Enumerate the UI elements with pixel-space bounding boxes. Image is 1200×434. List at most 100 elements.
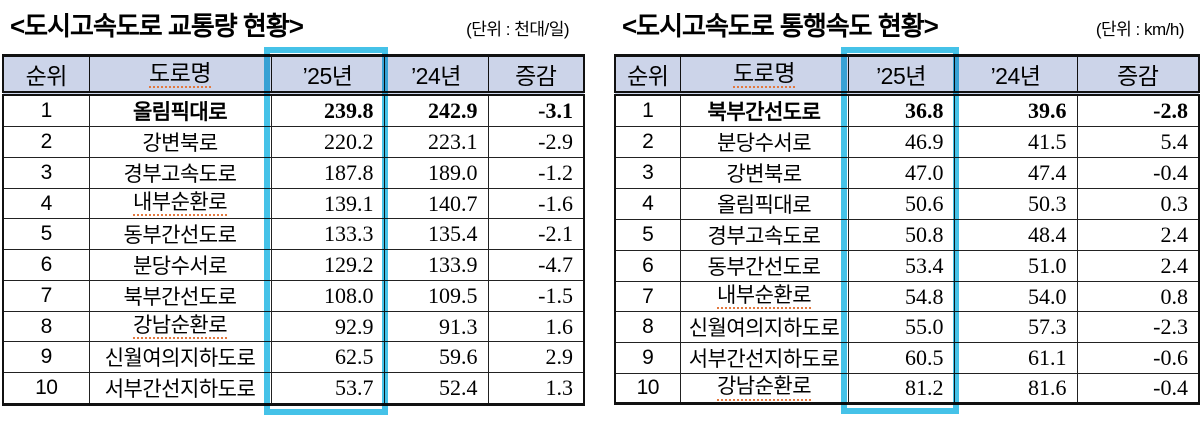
value-2024-cell: 52.4 xyxy=(383,372,489,405)
value-2024-cell: 223.1 xyxy=(383,126,489,158)
diff-cell: -1.5 xyxy=(487,280,585,312)
rank-cell: 4 xyxy=(2,188,90,219)
rank-cell: 2 xyxy=(2,126,90,158)
diff-cell: -0.4 xyxy=(1076,373,1200,404)
value-2025-cell: 53.4 xyxy=(847,250,955,282)
rank-cell: 5 xyxy=(614,219,681,251)
road-name-cell: 올림픽대로 xyxy=(679,188,849,220)
rank-cell: 4 xyxy=(614,188,681,220)
table-row: 10 서부간선지하도로 53.7 52.4 1.3 xyxy=(2,372,585,405)
value-2025-cell: 133.3 xyxy=(270,218,385,250)
value-2025-cell: 187.8 xyxy=(270,157,385,189)
road-name-cell: 북부간선도로 xyxy=(88,280,272,312)
column-header-0: 순위 xyxy=(2,55,90,96)
value-2025-cell: 53.7 xyxy=(270,372,385,405)
rank-cell: 10 xyxy=(2,372,90,405)
rank-cell: 5 xyxy=(2,218,90,250)
table-row: 9 신월여의지하도로 62.5 59.6 2.9 xyxy=(2,341,585,373)
value-2024-cell: 54.0 xyxy=(953,281,1078,312)
value-2025-cell: 92.9 xyxy=(270,311,385,342)
diff-cell: 1.6 xyxy=(487,311,585,342)
value-2025-cell: 50.6 xyxy=(847,188,955,220)
road-name-cell: 신월여의지하도로 xyxy=(679,311,849,343)
table-row: 8 신월여의지하도로 55.0 57.3 -2.3 xyxy=(614,311,1200,343)
diff-cell: -2.9 xyxy=(487,126,585,158)
column-header-4: 증감 xyxy=(487,55,585,96)
road-name-cell: 북부간선도로 xyxy=(679,93,849,127)
rank-cell: 7 xyxy=(2,280,90,312)
value-2025-cell: 129.2 xyxy=(270,249,385,281)
table-row: 5 동부간선도로 133.3 135.4 -2.1 xyxy=(2,218,585,250)
value-2024-cell: 242.9 xyxy=(383,93,489,127)
value-2025-cell: 55.0 xyxy=(847,311,955,343)
table-row: 7 내부순환로 54.8 54.0 0.8 xyxy=(614,281,1200,312)
table-row: 6 분당수서로 129.2 133.9 -4.7 xyxy=(2,249,585,281)
value-2024-cell: 57.3 xyxy=(953,311,1078,343)
rank-cell: 6 xyxy=(614,250,681,282)
value-2025-cell: 60.5 xyxy=(847,342,955,374)
value-2024-cell: 189.0 xyxy=(383,157,489,189)
road-name-cell: 강남순환로 xyxy=(679,373,849,404)
road-name-cell: 강변북로 xyxy=(679,157,849,189)
traffic-volume-title: <도시고속도로 교통량 현황> xyxy=(10,11,304,41)
rank-cell: 3 xyxy=(614,157,681,189)
column-header-3: ’24년 xyxy=(383,55,489,96)
traffic-volume-table: 순위 도로명 ’25년 ’24년 증감 1 올림픽대로 239.8 242.9 -3.1 2 강변북… xyxy=(2,54,585,406)
column-header-1: 도로명 xyxy=(679,55,849,96)
rank-cell: 2 xyxy=(614,126,681,158)
road-name-cell: 동부간선도로 xyxy=(88,218,272,250)
rank-cell: 8 xyxy=(614,311,681,343)
header-row: 순위 도로명 ’25년 ’24년 증감 xyxy=(2,55,585,96)
traffic-volume-title-row: <도시고속도로 교통량 현황> (단위 : 천대/일) xyxy=(2,6,583,42)
spellcheck-squiggle: 강남순환로 xyxy=(132,314,228,340)
value-2025-cell: 108.0 xyxy=(270,280,385,312)
road-name-cell: 서부간선지하도로 xyxy=(679,342,849,374)
rank-cell: 8 xyxy=(2,311,90,342)
value-2024-cell: 41.5 xyxy=(953,126,1078,158)
traffic-volume-unit-label: (단위 : 천대/일) xyxy=(466,20,569,39)
column-header-1: 도로명 xyxy=(88,55,272,96)
table-row: 9 서부간선지하도로 60.5 61.1 -0.6 xyxy=(614,342,1200,374)
traffic-volume-section: <도시고속도로 교통량 현황> (단위 : 천대/일) 순위 도로명 ’25년 ’24… xyxy=(2,6,585,415)
diff-cell: 2.4 xyxy=(1076,219,1200,251)
diff-cell: -3.1 xyxy=(487,93,585,127)
value-2024-cell: 59.6 xyxy=(383,341,489,373)
diff-cell: -0.4 xyxy=(1076,157,1200,189)
value-2024-cell: 50.3 xyxy=(953,188,1078,220)
traffic-volume-table-wrap: 순위 도로명 ’25년 ’24년 증감 1 올림픽대로 239.8 242.9 -3.1 2 강변북… xyxy=(2,47,585,415)
rank-cell: 9 xyxy=(614,342,681,374)
value-2025-cell: 81.2 xyxy=(847,373,955,404)
table-row: 6 동부간선도로 53.4 51.0 2.4 xyxy=(614,250,1200,282)
diff-cell: -1.2 xyxy=(487,157,585,189)
road-name-cell: 경부고속도로 xyxy=(88,157,272,189)
table-row: 3 강변북로 47.0 47.4 -0.4 xyxy=(614,157,1200,189)
travel-speed-unit-label: (단위 : km/h) xyxy=(1095,20,1185,39)
table-row: 5 경부고속도로 50.8 48.4 2.4 xyxy=(614,219,1200,251)
spellcheck-squiggle: 도로명 xyxy=(733,60,795,89)
diff-cell: -2.8 xyxy=(1076,93,1200,127)
table-row: 1 북부간선도로 36.8 39.6 -2.8 xyxy=(614,93,1200,127)
road-name-cell: 강변북로 xyxy=(88,126,272,158)
table-row: 2 강변북로 220.2 223.1 -2.9 xyxy=(2,126,585,158)
rank-cell: 1 xyxy=(614,93,681,127)
spellcheck-squiggle: 내부순환로 xyxy=(716,284,812,310)
table-row: 4 내부순환로 139.1 140.7 -1.6 xyxy=(2,188,585,219)
value-2024-cell: 91.3 xyxy=(383,311,489,342)
value-2025-cell: 62.5 xyxy=(270,341,385,373)
rank-cell: 6 xyxy=(2,249,90,281)
rank-cell: 10 xyxy=(614,373,681,404)
road-name-cell: 경부고속도로 xyxy=(679,219,849,251)
table-row: 4 올림픽대로 50.6 50.3 0.3 xyxy=(614,188,1200,220)
spellcheck-squiggle: 내부순환로 xyxy=(132,191,228,217)
travel-speed-title: <도시고속도로 통행속도 현황> xyxy=(622,11,939,41)
value-2025-cell: 36.8 xyxy=(847,93,955,127)
table-row: 10 강남순환로 81.2 81.6 -0.4 xyxy=(614,373,1200,404)
column-header-3: ’24년 xyxy=(953,55,1078,96)
road-name-cell: 서부간선지하도로 xyxy=(88,372,272,405)
rank-cell: 7 xyxy=(614,281,681,312)
road-name-cell: 신월여의지하도로 xyxy=(88,341,272,373)
diff-cell: 0.8 xyxy=(1076,281,1200,312)
diff-cell: 2.4 xyxy=(1076,250,1200,282)
road-name-cell: 분당수서로 xyxy=(679,126,849,158)
